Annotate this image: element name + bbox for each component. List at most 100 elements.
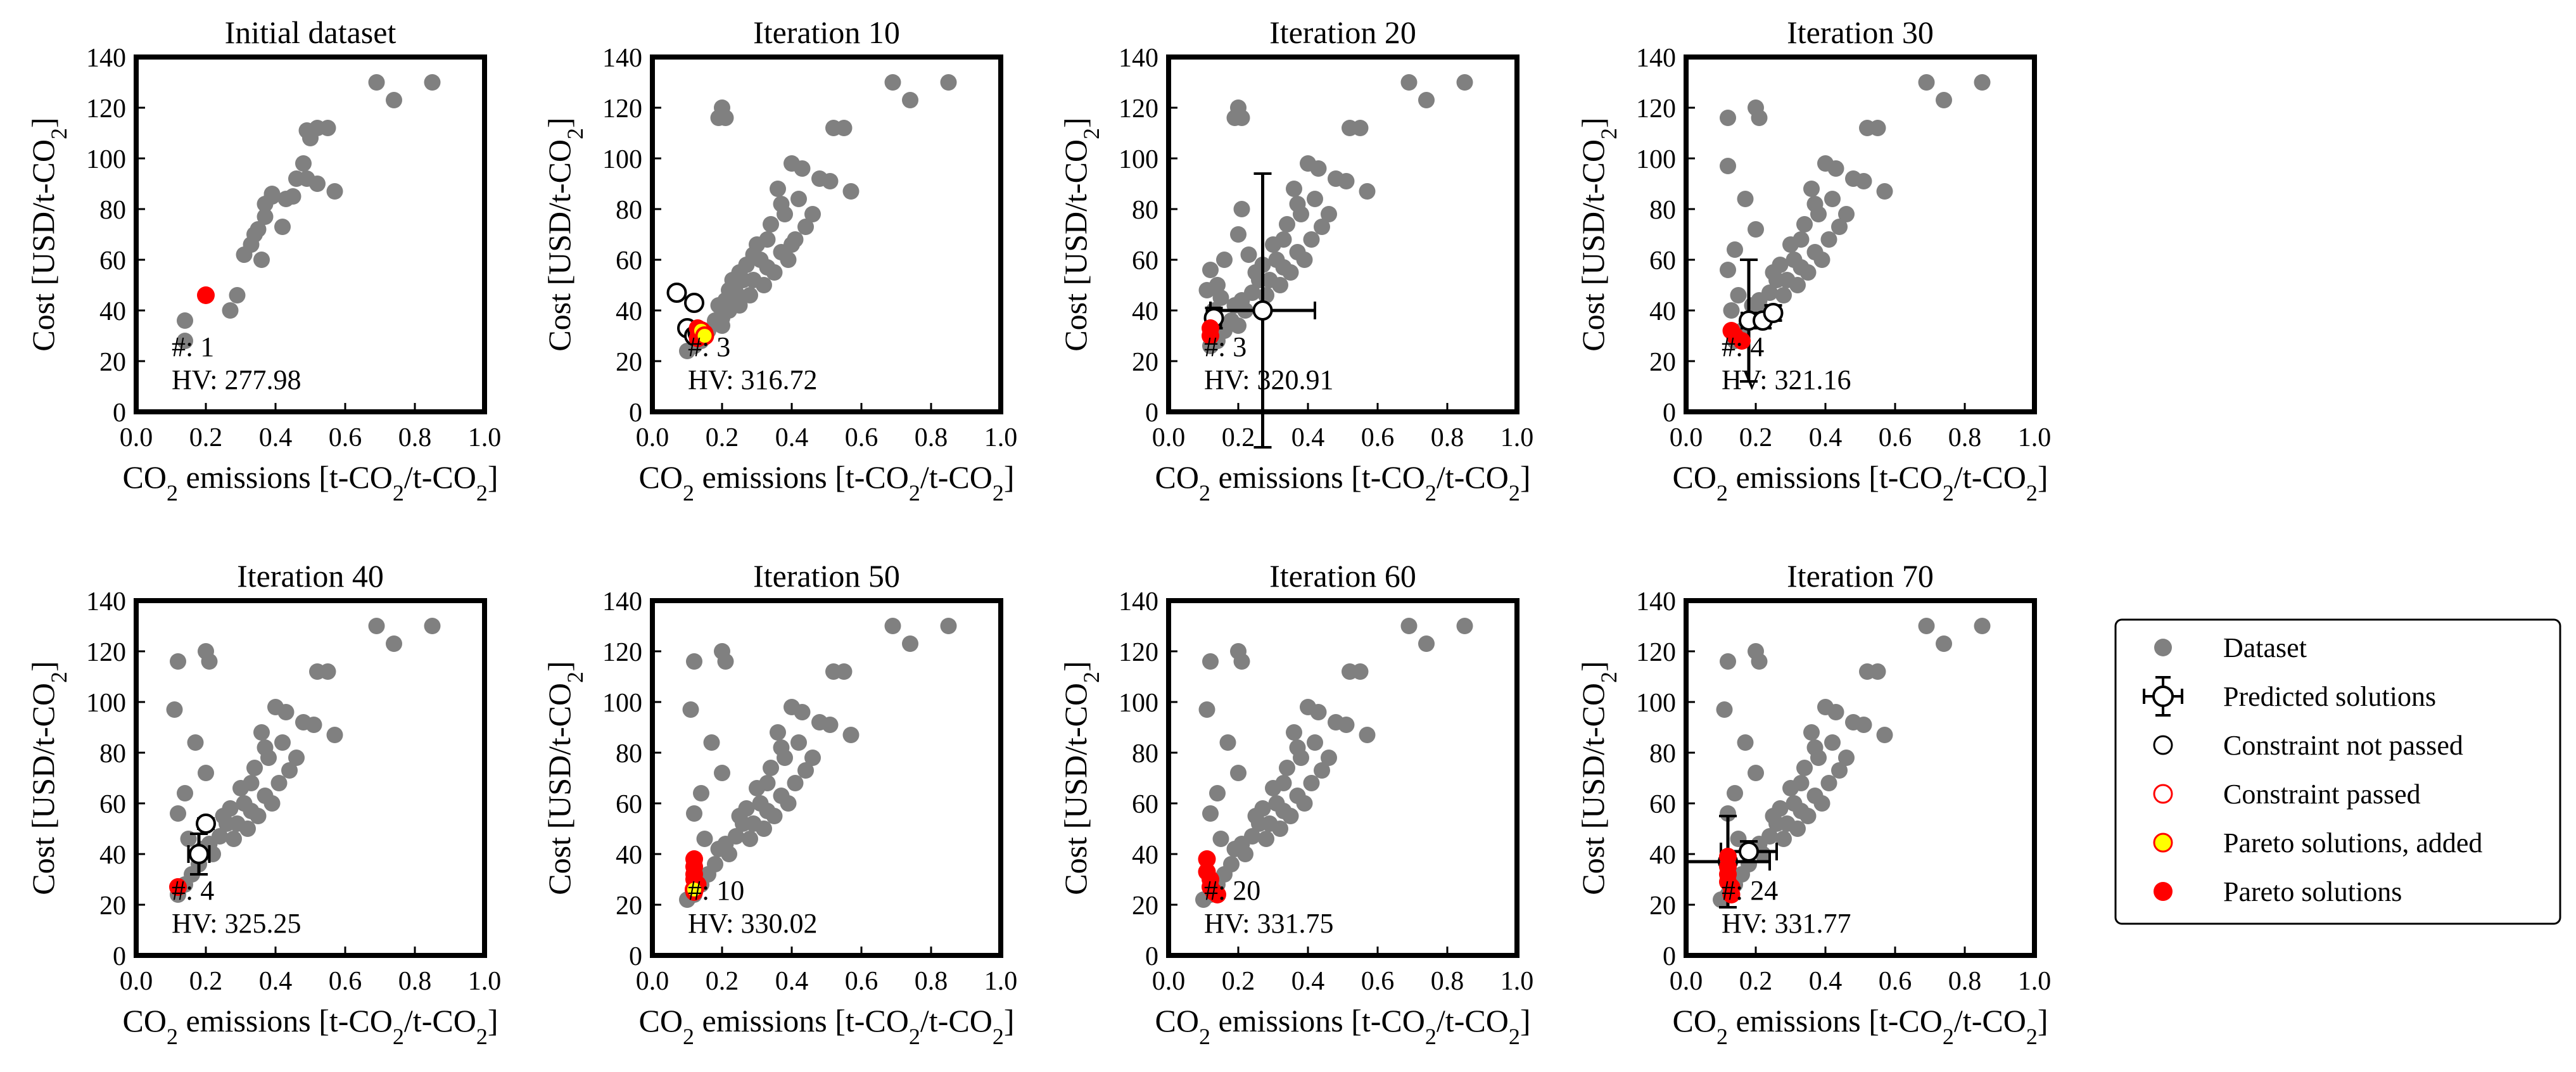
pareto-point xyxy=(169,878,187,896)
dataset-point xyxy=(232,780,249,796)
predicted-point xyxy=(1763,303,1784,323)
predicted-point xyxy=(196,814,216,834)
y-tick-label: 100 xyxy=(602,689,642,718)
y-tick-label: 140 xyxy=(602,587,642,616)
dataset-point xyxy=(1855,717,1872,733)
dataset-point xyxy=(842,727,860,743)
panel-2: Iteration 10 0 20 40 60 80 100 120 140 0.0 0.2 0.4 0… xyxy=(542,15,1017,506)
dataset-point xyxy=(780,252,797,268)
dataset-point xyxy=(1240,246,1257,263)
y-tick-label: 60 xyxy=(1649,246,1676,276)
dataset-point xyxy=(424,618,441,634)
dataset-point xyxy=(790,734,807,751)
x-axis-label: CO2 emissions [t-CO2/t-CO2] xyxy=(1673,459,2048,506)
dataset-point xyxy=(260,750,277,766)
y-axis-label: Cost [USD/t-CO2] xyxy=(25,661,72,895)
dataset-point xyxy=(1723,302,1740,319)
y-tick-label: 60 xyxy=(99,790,126,819)
dataset-point xyxy=(686,805,702,822)
dataset-point xyxy=(835,663,853,680)
dataset-point xyxy=(1303,231,1320,248)
x-tick-label: 0.8 xyxy=(1948,967,1982,996)
y-tick-label: 100 xyxy=(602,145,642,174)
y-tick-label: 20 xyxy=(99,348,126,377)
dataset-point xyxy=(368,74,385,91)
x-tick-label: 0.8 xyxy=(398,967,432,996)
y-tick-label: 20 xyxy=(99,891,126,921)
dataset-point xyxy=(777,206,793,222)
x-tick-label: 0.6 xyxy=(1361,967,1395,996)
dataset-point xyxy=(902,635,918,652)
legend-item: Predicted solutions xyxy=(2143,676,2436,717)
panel-6: Iteration 50 0 20 40 60 80 100 120 140 0.0 0.2 0.4 0… xyxy=(542,558,1017,1049)
y-tick-label: 0 xyxy=(1145,399,1158,428)
pareto-point xyxy=(1722,886,1741,903)
dataset-point xyxy=(1352,663,1369,680)
x-tick-label: 0.4 xyxy=(259,423,293,452)
y-tick-label: 140 xyxy=(1636,44,1676,73)
dataset-point xyxy=(277,704,295,720)
dataset-point xyxy=(884,74,901,91)
dataset-point xyxy=(1727,785,1743,801)
dataset-point xyxy=(1258,831,1274,847)
dataset-point xyxy=(1824,734,1841,751)
dataset-point xyxy=(797,762,814,779)
dataset-point xyxy=(1730,831,1747,847)
y-tick-label: 0 xyxy=(1663,942,1676,971)
dataset-point xyxy=(222,302,239,319)
dataset-point xyxy=(784,236,800,253)
pareto-added-point xyxy=(685,880,704,899)
y-tick-label: 120 xyxy=(602,94,642,124)
dataset-point xyxy=(1799,264,1817,281)
dataset-point xyxy=(1233,201,1250,217)
y-tick-label: 40 xyxy=(1132,297,1158,326)
y-tick-label: 40 xyxy=(616,297,642,326)
y-tick-label: 0 xyxy=(629,942,642,971)
dataset-point xyxy=(302,130,319,146)
y-tick-label: 80 xyxy=(1132,196,1158,225)
plot-frame xyxy=(650,598,1003,958)
dataset-point xyxy=(1418,92,1435,108)
hv-label: HV: 325.25 xyxy=(172,908,301,939)
hv-label: HV: 330.02 xyxy=(688,908,818,939)
dataset-point xyxy=(1209,277,1226,293)
dataset-point xyxy=(250,221,267,238)
dataset-point xyxy=(1230,226,1247,243)
dataset-point xyxy=(822,717,839,733)
x-tick-label: 0.8 xyxy=(1431,423,1464,452)
y-tick-label: 120 xyxy=(86,638,126,667)
dataset-point xyxy=(1918,618,1935,634)
x-tick-label: 0.2 xyxy=(1222,423,1255,452)
grey-dot-icon xyxy=(2154,639,2172,656)
x-tick-label: 0.8 xyxy=(915,967,948,996)
dataset-point xyxy=(1803,724,1820,741)
solution-count-label: #: 20 xyxy=(1204,875,1260,906)
y-axis-label: Cost [USD/t-CO2] xyxy=(1575,661,1621,895)
dataset-point xyxy=(1824,191,1841,207)
dataset-point xyxy=(177,333,193,349)
dataset-point xyxy=(1869,663,1886,680)
y-tick-label: 140 xyxy=(602,44,642,73)
x-tick-label: 0.4 xyxy=(1809,967,1843,996)
x-tick-label: 0.4 xyxy=(1291,423,1325,452)
dataset-point xyxy=(1855,173,1872,189)
dataset-point xyxy=(766,808,783,824)
dataset-point xyxy=(804,206,821,222)
x-tick-label: 0.6 xyxy=(329,967,362,996)
solution-count-label: #: 4 xyxy=(1722,331,1764,362)
x-axis-label: CO2 emissions [t-CO2/t-CO2] xyxy=(1673,1003,2048,1049)
dataset-point xyxy=(1974,618,1991,634)
x-tick-label: 0.0 xyxy=(1152,423,1186,452)
dataset-point xyxy=(1265,780,1281,796)
dataset-point xyxy=(1720,110,1736,126)
dataset-point xyxy=(1314,762,1330,779)
y-axis-label: Cost [USD/t-CO2] xyxy=(1058,117,1104,351)
solution-count-label: #: 1 xyxy=(172,331,214,362)
pareto-point xyxy=(1202,327,1219,345)
y-tick-label: 120 xyxy=(86,94,126,124)
dataset-point xyxy=(309,175,326,192)
dataset-point xyxy=(253,252,270,268)
dataset-point xyxy=(693,785,709,801)
dataset-point xyxy=(270,775,288,791)
